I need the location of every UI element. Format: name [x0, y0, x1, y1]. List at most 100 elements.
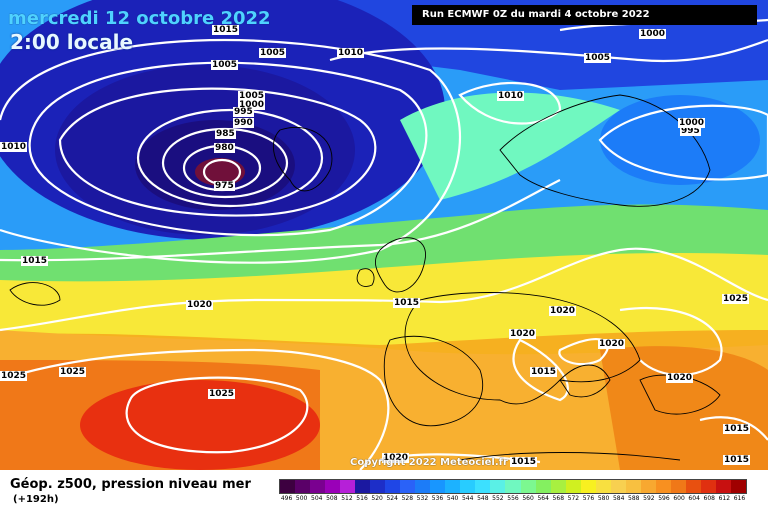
color-scale-segment: [670, 480, 686, 493]
pressure-label: 1025: [722, 294, 750, 304]
pressure-label: 990: [233, 118, 254, 128]
pressure-label: 975: [214, 181, 235, 191]
pressure-label: 1020: [666, 373, 694, 383]
color-scale-segment: [355, 480, 371, 493]
color-scale-segment: [415, 480, 431, 493]
color-scale-segment: [580, 480, 596, 493]
color-scale-segment: [475, 480, 491, 493]
pressure-label: 995: [680, 126, 701, 136]
color-scale-tick: 496: [280, 495, 293, 502]
pressure-label: 1015: [530, 367, 558, 377]
color-scale-segment: [295, 480, 311, 493]
forecast-time: 2:00 locale: [10, 30, 134, 54]
color-scale-tick: 588: [628, 495, 640, 502]
color-scale-tick: 532: [416, 495, 429, 502]
pressure-label: 985: [215, 129, 236, 139]
color-scale-segment: [370, 480, 386, 493]
pressure-label: 1020: [186, 300, 214, 310]
color-scale-tick: 580: [597, 495, 610, 502]
pressure-label: 1010: [337, 48, 365, 58]
color-scale-tick: 572: [567, 495, 580, 502]
color-scale-tick: 604: [688, 495, 700, 502]
pressure-label: 1015: [723, 424, 751, 434]
color-scale-tick: 584: [612, 495, 625, 502]
run-info: Run ECMWF 0Z du mardi 4 octobre 2022: [412, 5, 757, 25]
color-scale-segment: [655, 480, 671, 493]
color-scale-segment: [715, 480, 731, 493]
weather-map: mercredi 12 octobre 2022 2:00 locale Run…: [0, 0, 768, 470]
color-scale-tick: 596: [658, 495, 670, 502]
copyright: Copyright 2022 Meteociel.fr: [350, 457, 508, 468]
pressure-label: 1010: [497, 91, 525, 101]
color-scale-segment: [340, 480, 356, 493]
color-scale-tick: 568: [552, 495, 565, 502]
forecast-date: mercredi 12 octobre 2022: [8, 8, 271, 29]
pressure-label: 1020: [509, 329, 537, 339]
color-scale-tick: 508: [326, 495, 338, 502]
color-scale-tick: 500: [295, 495, 308, 502]
color-scale-segment: [325, 480, 341, 493]
color-scale-segment: [610, 480, 626, 493]
color-scale-tick: 608: [703, 495, 715, 502]
pressure-field: [0, 0, 768, 470]
color-scale-segment: [385, 480, 401, 493]
color-scale-ticks: 496 500 504 508 512 516 520 524 528 532 536 540 544 5…: [279, 495, 747, 507]
color-scale-tick: 528: [401, 495, 414, 502]
color-scale-tick: 616: [733, 495, 746, 502]
color-scale-tick: 512: [341, 495, 353, 502]
color-scale-tick: 524: [386, 495, 398, 502]
color-scale: [279, 479, 747, 494]
color-scale-segment: [595, 480, 611, 493]
pressure-label: 980: [214, 143, 235, 153]
pressure-label: 1015: [212, 25, 240, 35]
pressure-label: 995: [233, 107, 254, 117]
color-scale-tick: 612: [718, 495, 731, 502]
pressure-label: 1000: [678, 118, 706, 128]
pressure-label: 1025: [208, 389, 236, 399]
pressure-label: 1005: [238, 91, 266, 101]
pressure-label: 1005: [584, 53, 612, 63]
pressure-label: 1010: [0, 142, 28, 152]
color-scale-tick: 544: [461, 495, 474, 502]
legend-subtitle: (+192h): [13, 494, 59, 505]
legend-title: Géop. z500, pression niveau mer: [10, 477, 251, 492]
pressure-label: 1025: [0, 371, 28, 381]
pressure-label: 1015: [723, 455, 751, 465]
pressure-label: 1000: [238, 100, 266, 110]
pressure-label: 1020: [549, 306, 577, 316]
pressure-label: 1015: [21, 256, 49, 266]
color-scale-segment: [520, 480, 536, 493]
color-scale-segment: [730, 480, 746, 493]
pressure-label: 1005: [259, 48, 287, 58]
color-scale-segment: [445, 480, 461, 493]
color-scale-segment: [640, 480, 656, 493]
pressure-label: 1020: [598, 339, 626, 349]
color-scale-segment: [550, 480, 566, 493]
pressure-label: 1000: [639, 29, 667, 39]
color-scale-tick: 552: [492, 495, 504, 502]
color-scale-tick: 600: [673, 495, 685, 502]
pressure-label: 1020: [382, 453, 410, 463]
color-scale-tick: 556: [507, 495, 519, 502]
color-scale-segment: [490, 480, 506, 493]
color-scale-tick: 548: [477, 495, 489, 502]
pressure-label: 1015: [510, 457, 538, 467]
color-scale-segment: [505, 480, 521, 493]
pressure-label: 1005: [211, 60, 239, 70]
color-scale-segment: [460, 480, 476, 493]
color-scale-tick: 540: [446, 495, 459, 502]
color-scale-segment: [430, 480, 446, 493]
color-scale-segment: [535, 480, 551, 493]
color-scale-segment: [625, 480, 641, 493]
color-scale-tick: 576: [582, 495, 595, 502]
pressure-label: 1015: [393, 298, 421, 308]
color-scale-segment: [565, 480, 581, 493]
color-scale-segment: [400, 480, 416, 493]
color-scale-segment: [685, 480, 701, 493]
color-scale-tick: 592: [643, 495, 655, 502]
color-scale-segment: [280, 480, 296, 493]
color-scale-tick: 560: [522, 495, 534, 502]
color-scale-tick: 564: [537, 495, 549, 502]
color-scale-segment: [310, 480, 326, 493]
color-scale-tick: 536: [431, 495, 444, 502]
